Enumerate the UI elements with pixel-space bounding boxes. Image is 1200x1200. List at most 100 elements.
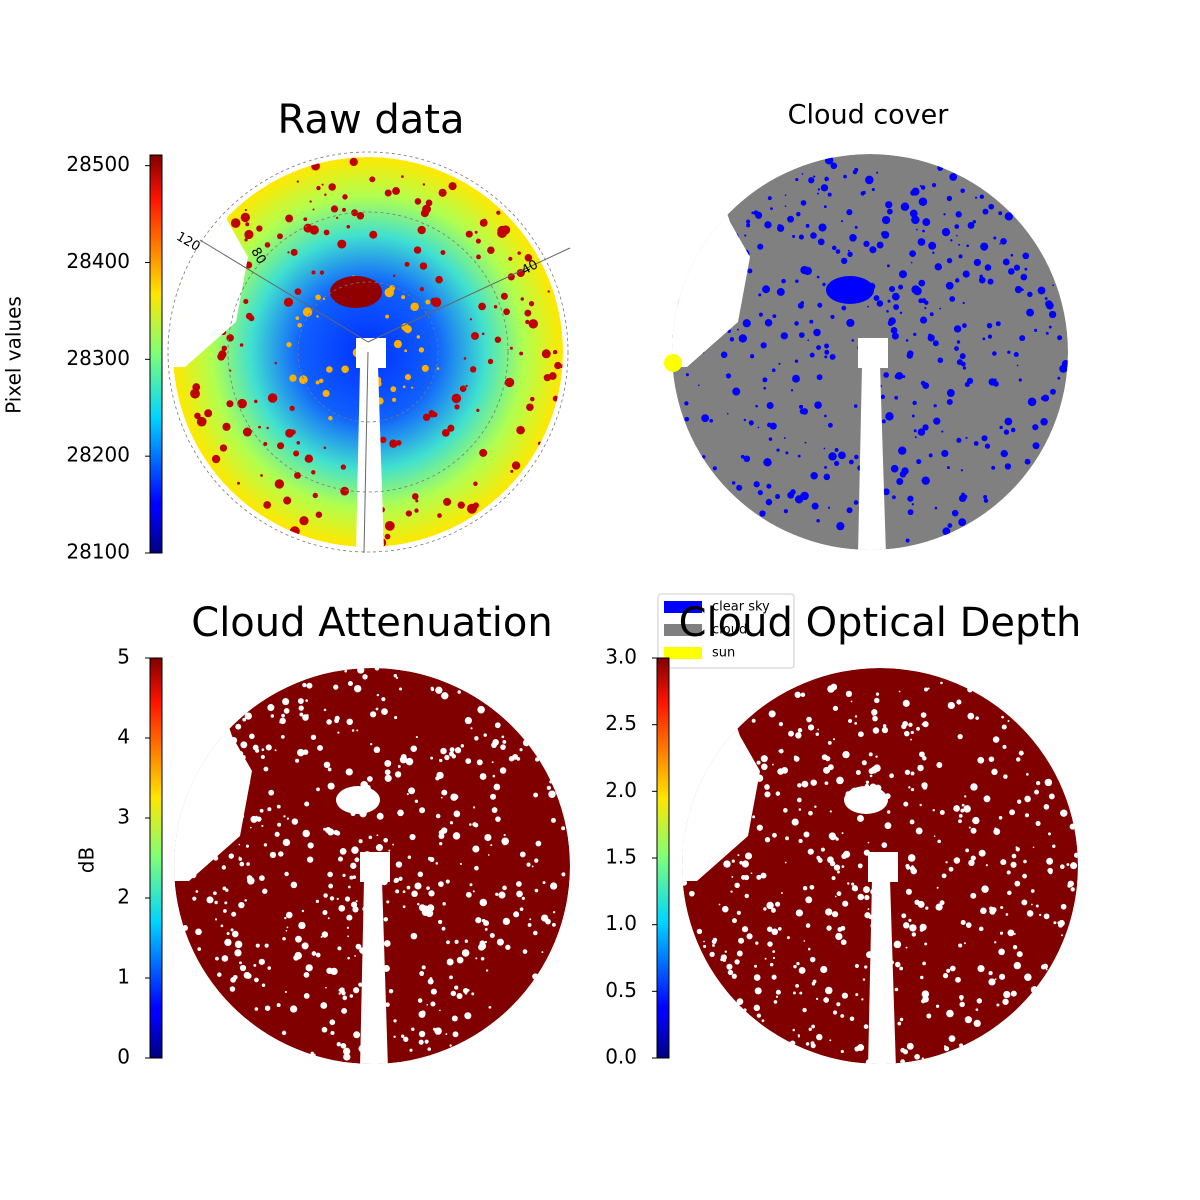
sky-image	[672, 154, 1068, 550]
texture	[289, 526, 300, 537]
texture	[213, 891, 217, 896]
texture	[516, 757, 521, 761]
texture	[444, 754, 450, 761]
texture	[487, 358, 494, 365]
texture	[867, 841, 870, 844]
texture	[229, 369, 232, 372]
texture	[311, 161, 320, 171]
texture	[290, 429, 296, 435]
texture	[366, 776, 373, 782]
texture	[1000, 449, 1008, 458]
texture	[922, 424, 929, 431]
texture	[825, 756, 831, 762]
texture	[534, 858, 539, 863]
texture	[998, 815, 1003, 820]
texture	[920, 712, 927, 718]
texture	[964, 1016, 972, 1024]
texture	[230, 218, 241, 228]
texture	[876, 171, 879, 174]
texture	[817, 302, 823, 308]
texture	[833, 460, 840, 466]
texture	[927, 334, 935, 342]
texture	[530, 396, 535, 402]
texture	[478, 302, 486, 311]
texture	[977, 965, 985, 973]
texture	[910, 730, 914, 735]
texture	[262, 888, 268, 894]
mask-notch	[682, 706, 760, 881]
texture	[766, 402, 774, 410]
texture	[751, 718, 756, 723]
texture	[422, 183, 426, 186]
texture	[474, 865, 479, 871]
texture	[415, 499, 419, 503]
texture	[255, 943, 260, 948]
colorbar-tick-label: 28500	[66, 152, 130, 176]
texture	[757, 489, 763, 496]
texture	[942, 527, 951, 536]
texture	[304, 454, 314, 463]
texture	[827, 422, 833, 428]
texture	[798, 838, 803, 844]
texture	[758, 312, 763, 317]
texture	[949, 965, 956, 972]
texture	[415, 736, 418, 739]
texture	[315, 511, 323, 518]
texture	[703, 944, 707, 948]
texture	[849, 233, 857, 242]
texture	[756, 874, 762, 880]
texture	[336, 897, 339, 901]
texture	[303, 223, 313, 233]
texture	[854, 715, 858, 718]
texture	[731, 859, 735, 863]
texture	[846, 507, 853, 514]
texture	[260, 754, 265, 760]
texture	[762, 377, 768, 383]
texture	[1002, 998, 1009, 1005]
texture	[279, 721, 282, 724]
texture	[1010, 427, 1016, 433]
texture	[811, 1024, 816, 1029]
texture	[414, 198, 422, 205]
texture	[972, 219, 977, 224]
texture	[734, 882, 740, 889]
texture	[920, 380, 926, 386]
texture	[429, 978, 433, 982]
texture	[961, 803, 965, 807]
texture	[296, 441, 301, 445]
texture	[426, 886, 430, 890]
texture	[454, 404, 460, 410]
texture	[394, 771, 402, 778]
texture	[909, 209, 918, 218]
texture	[1016, 364, 1019, 367]
texture	[384, 287, 394, 298]
texture	[824, 355, 828, 359]
texture	[302, 749, 309, 755]
texture	[375, 707, 379, 711]
texture	[761, 763, 768, 771]
texture	[471, 331, 479, 340]
texture	[891, 292, 900, 301]
texture	[826, 276, 874, 304]
texture	[511, 461, 521, 470]
texture	[987, 278, 994, 285]
texture	[776, 288, 785, 296]
texture	[771, 974, 777, 980]
texture	[783, 808, 788, 813]
texture	[992, 736, 1000, 743]
polar-grid	[227, 211, 509, 493]
texture	[722, 905, 729, 913]
texture	[393, 340, 402, 349]
texture	[816, 275, 820, 279]
texture	[756, 1013, 762, 1018]
texture	[222, 886, 227, 891]
texture	[342, 1047, 351, 1055]
texture	[817, 188, 821, 191]
texture	[996, 1003, 1000, 1007]
texture	[986, 322, 993, 329]
texture	[338, 904, 346, 912]
texture	[801, 780, 809, 788]
texture	[263, 843, 268, 847]
texture	[449, 751, 454, 757]
texture	[946, 968, 951, 973]
